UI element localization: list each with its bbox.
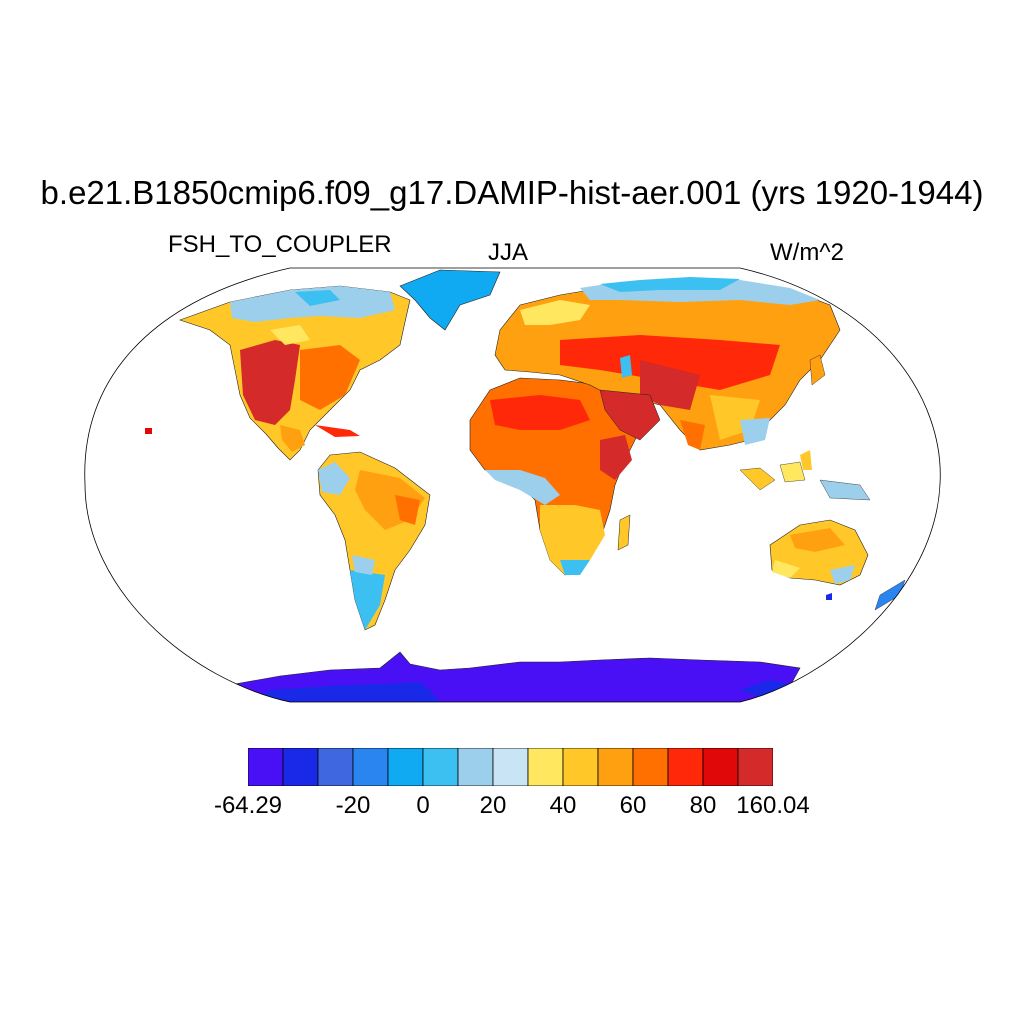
- colorbar-swatch: [387, 748, 424, 786]
- colorbar-swatch: [492, 748, 529, 786]
- greenland-region: [399, 269, 501, 331]
- colorbar-swatch: [562, 748, 599, 786]
- colorbar-tick-label: 160.04: [736, 792, 810, 819]
- colorbar-tick-label: -64.29: [213, 792, 283, 819]
- colorbar-swatch: [422, 748, 459, 786]
- colorbar-swatch: [248, 748, 284, 786]
- colorbar-labels: -64.29 -20 0 20 40 60 80 160.04: [0, 792, 1024, 822]
- colorbar-swatch: [527, 748, 564, 786]
- colorbar-swatch: [737, 748, 773, 786]
- colorbar: [248, 748, 773, 786]
- colorbar-swatch: [702, 748, 739, 786]
- colorbar-tick-label: -20: [335, 792, 371, 819]
- variable-label: FSH_TO_COUPLER: [168, 231, 392, 258]
- colorbar-tick-label: 80: [689, 792, 717, 819]
- colorbar-swatch: [457, 748, 494, 786]
- colorbar-swatch: [632, 748, 669, 786]
- colorbar-tick-label: 0: [416, 792, 430, 819]
- colorbar-tick-label: 20: [479, 792, 507, 819]
- colorbar-swatch: [317, 748, 354, 786]
- colorbar-swatch: [282, 748, 319, 786]
- colorbar-swatch: [597, 748, 634, 786]
- colorbar-swatch: [667, 748, 704, 786]
- figure-title: b.e21.B1850cmip6.f09_g17.DAMIP-hist-aer.…: [40, 174, 984, 211]
- map-border: [84, 267, 941, 703]
- colorbar-swatch: [352, 748, 389, 786]
- units-label: W/m^2: [770, 239, 844, 266]
- season-label: JJA: [488, 239, 529, 266]
- colorbar-tick-label: 40: [549, 792, 577, 819]
- colorbar-tick-label: 60: [619, 792, 647, 819]
